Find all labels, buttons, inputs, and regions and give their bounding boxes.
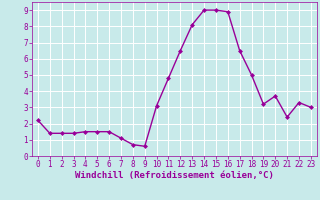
X-axis label: Windchill (Refroidissement éolien,°C): Windchill (Refroidissement éolien,°C) (75, 171, 274, 180)
